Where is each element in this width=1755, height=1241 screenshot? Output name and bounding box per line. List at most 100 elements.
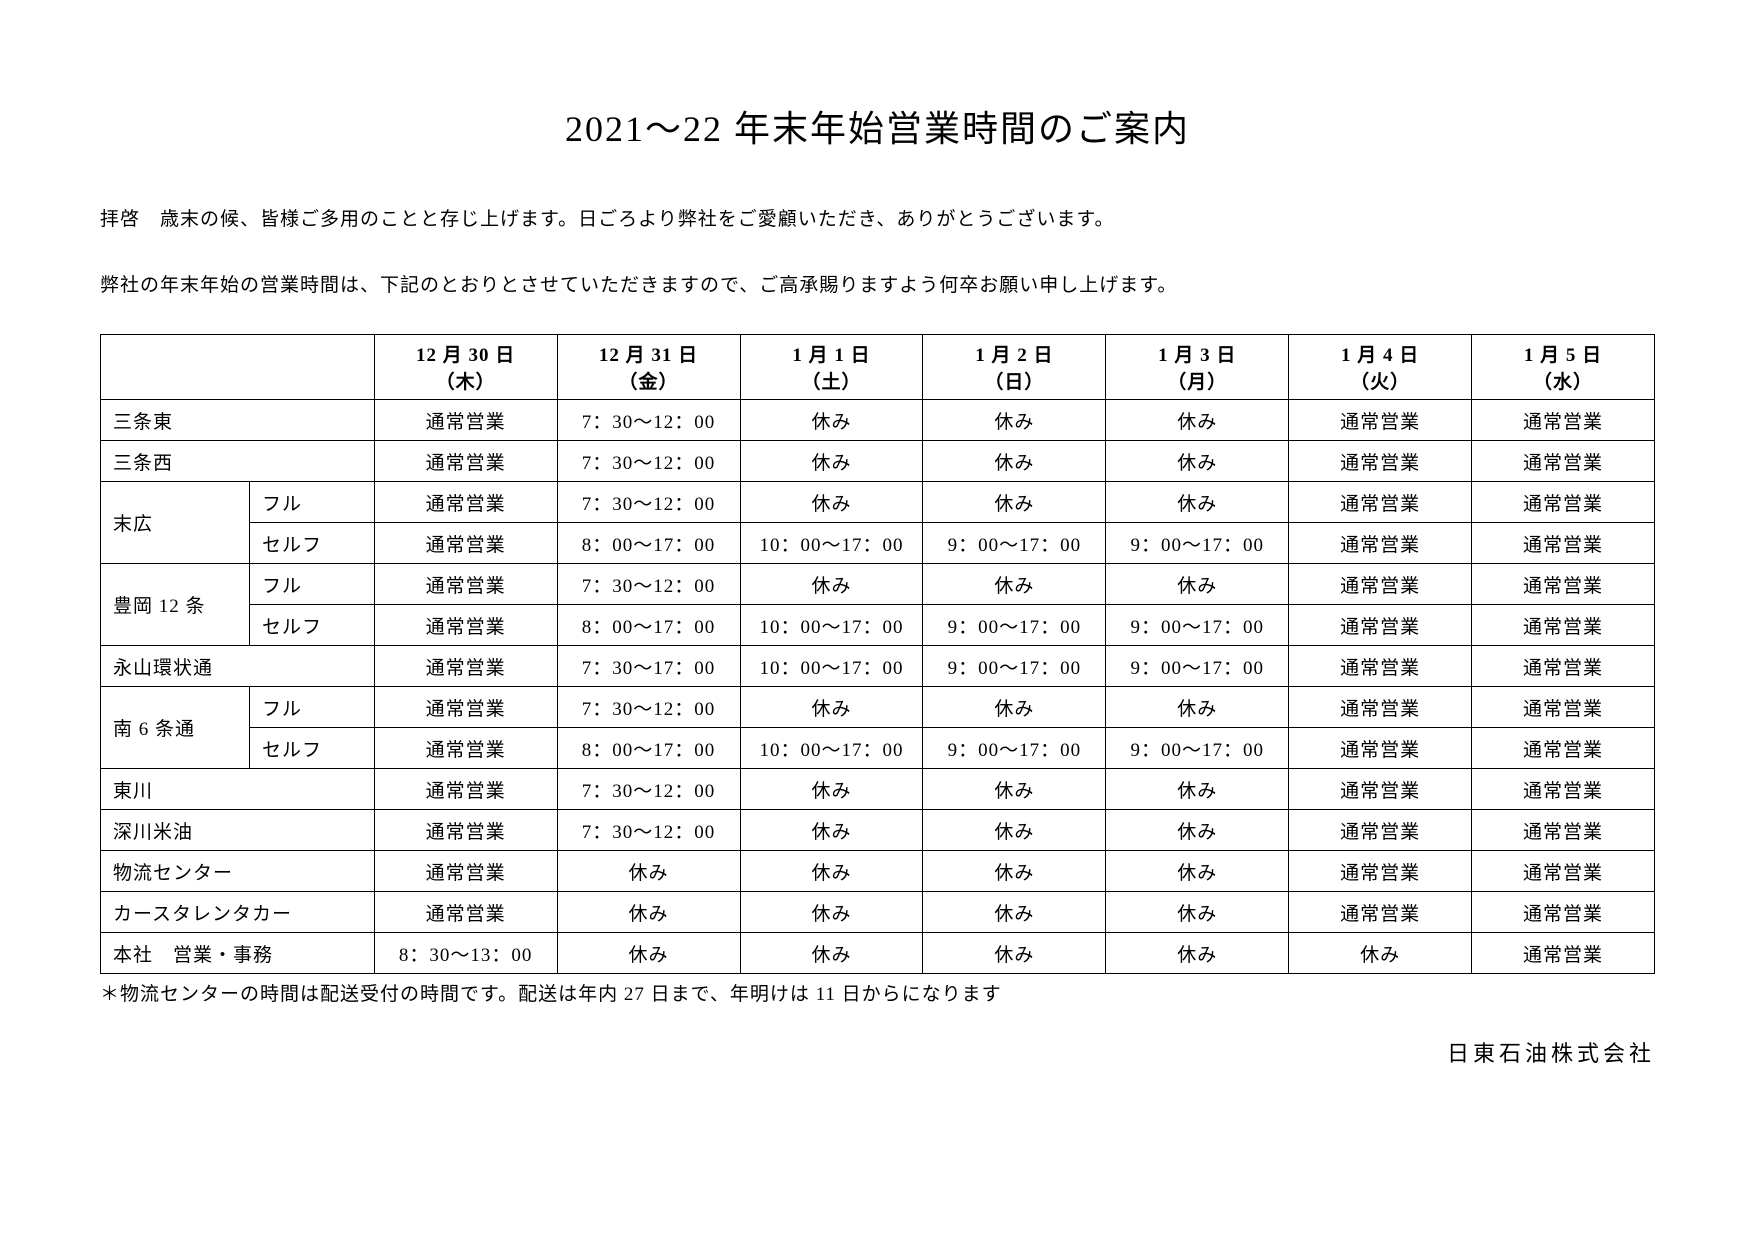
schedule-cell: 8：00～17：00 xyxy=(557,523,740,564)
schedule-cell: 休み xyxy=(557,933,740,974)
location-cell: カースタレンタカー xyxy=(101,892,375,933)
schedule-cell: 通常営業 xyxy=(1289,687,1472,728)
schedule-cell: 休み xyxy=(740,482,923,523)
schedule-cell: 休み xyxy=(1106,564,1289,605)
header-jan2: 1 月 2 日 （日） xyxy=(923,335,1106,400)
intro-paragraph-2: 弊社の年末年始の営業時間は、下記のとおりとさせていただきますので、ご高承賜ります… xyxy=(100,268,1655,304)
schedule-cell: 通常営業 xyxy=(374,769,557,810)
schedule-cell: 休み xyxy=(1106,851,1289,892)
schedule-cell: 通常営業 xyxy=(1472,400,1655,441)
schedule-cell: 8：00～17：00 xyxy=(557,728,740,769)
schedule-cell: 休み xyxy=(1106,892,1289,933)
schedule-cell: 通常営業 xyxy=(374,646,557,687)
location-cell: 物流センター xyxy=(101,851,375,892)
header-dec30: 12 月 30 日 （木） xyxy=(374,335,557,400)
schedule-cell: 8：30～13：00 xyxy=(374,933,557,974)
schedule-cell: 7：30～12：00 xyxy=(557,482,740,523)
schedule-cell: 10：00～17：00 xyxy=(740,523,923,564)
header-date-label: 1 月 4 日 xyxy=(1299,340,1461,367)
table-row: セルフ 通常営業 8：00～17：00 10：00～17：00 9：00～17：… xyxy=(101,605,1655,646)
header-wday-label: （木） xyxy=(385,367,547,394)
schedule-cell: 通常営業 xyxy=(374,482,557,523)
schedule-cell: 7：30～12：00 xyxy=(557,810,740,851)
table-row: セルフ 通常営業 8：00～17：00 10：00～17：00 9：00～17：… xyxy=(101,523,1655,564)
schedule-cell: 休み xyxy=(740,441,923,482)
header-jan3: 1 月 3 日 （月） xyxy=(1106,335,1289,400)
schedule-cell: 休み xyxy=(1106,482,1289,523)
header-wday-label: （日） xyxy=(933,367,1095,394)
schedule-cell: 休み xyxy=(740,933,923,974)
schedule-cell: 休み xyxy=(740,851,923,892)
schedule-cell: 休み xyxy=(1289,933,1472,974)
schedule-cell: 通常営業 xyxy=(1289,441,1472,482)
schedule-cell: 通常営業 xyxy=(1472,646,1655,687)
header-jan4: 1 月 4 日 （火） xyxy=(1289,335,1472,400)
schedule-cell: 9：00～17：00 xyxy=(1106,523,1289,564)
schedule-cell: 休み xyxy=(557,851,740,892)
page-title: 2021～22 年末年始営業時間のご案内 xyxy=(100,100,1655,152)
schedule-cell: 休み xyxy=(923,933,1106,974)
location-cell: 東川 xyxy=(101,769,375,810)
schedule-cell: 休み xyxy=(923,687,1106,728)
schedule-cell: 休み xyxy=(740,810,923,851)
schedule-cell: 通常営業 xyxy=(374,851,557,892)
schedule-cell: 休み xyxy=(1106,687,1289,728)
header-wday-label: （水） xyxy=(1482,367,1644,394)
schedule-cell: 通常営業 xyxy=(1472,892,1655,933)
table-row: 深川米油 通常営業 7：30～12：00 休み 休み 休み 通常営業 通常営業 xyxy=(101,810,1655,851)
schedule-cell: 9：00～17：00 xyxy=(1106,728,1289,769)
schedule-cell: 休み xyxy=(740,687,923,728)
location-cell: 本社 営業・事務 xyxy=(101,933,375,974)
schedule-cell: 通常営業 xyxy=(1472,769,1655,810)
header-date-label: 1 月 2 日 xyxy=(933,340,1095,367)
header-jan1: 1 月 1 日 （土） xyxy=(740,335,923,400)
location-cell: 南 6 条通 xyxy=(101,687,250,769)
schedule-cell: 通常営業 xyxy=(1472,605,1655,646)
schedule-cell: 休み xyxy=(923,892,1106,933)
sublocation-cell: フル xyxy=(249,482,374,523)
schedule-cell: 通常営業 xyxy=(1289,646,1472,687)
footnote: ＊物流センターの時間は配送受付の時間です。配送は年内 27 日まで、年明けは 1… xyxy=(100,979,1655,1006)
schedule-cell: 休み xyxy=(923,564,1106,605)
schedule-cell: 休み xyxy=(923,482,1106,523)
schedule-cell: 通常営業 xyxy=(1289,523,1472,564)
header-wday-label: （土） xyxy=(751,367,913,394)
location-cell: 末広 xyxy=(101,482,250,564)
schedule-cell: 7：30～12：00 xyxy=(557,769,740,810)
schedule-cell: 通常営業 xyxy=(374,523,557,564)
schedule-cell: 9：00～17：00 xyxy=(923,523,1106,564)
header-date-label: 1 月 3 日 xyxy=(1116,340,1278,367)
schedule-cell: 休み xyxy=(1106,810,1289,851)
schedule-cell: 通常営業 xyxy=(1472,523,1655,564)
header-date-label: 1 月 1 日 xyxy=(751,340,913,367)
schedule-cell: 通常営業 xyxy=(1472,482,1655,523)
schedule-cell: 通常営業 xyxy=(1289,605,1472,646)
schedule-cell: 9：00～17：00 xyxy=(1106,646,1289,687)
location-cell: 三条東 xyxy=(101,400,375,441)
schedule-cell: 通常営業 xyxy=(1289,851,1472,892)
schedule-cell: 通常営業 xyxy=(1289,892,1472,933)
location-cell: 深川米油 xyxy=(101,810,375,851)
header-wday-label: （火） xyxy=(1299,367,1461,394)
schedule-cell: 通常営業 xyxy=(374,892,557,933)
table-row: 末広 フル 通常営業 7：30～12：00 休み 休み 休み 通常営業 通常営業 xyxy=(101,482,1655,523)
schedule-cell: 休み xyxy=(740,892,923,933)
schedule-cell: 通常営業 xyxy=(374,728,557,769)
schedule-table: 12 月 30 日 （木） 12 月 31 日 （金） 1 月 1 日 （土） … xyxy=(100,334,1655,974)
table-row: 南 6 条通 フル 通常営業 7：30～12：00 休み 休み 休み 通常営業 … xyxy=(101,687,1655,728)
table-row: 三条西 通常営業 7：30～12：00 休み 休み 休み 通常営業 通常営業 xyxy=(101,441,1655,482)
schedule-cell: 通常営業 xyxy=(374,687,557,728)
table-row: 豊岡 12 条 フル 通常営業 7：30～12：00 休み 休み 休み 通常営業… xyxy=(101,564,1655,605)
schedule-cell: 9：00～17：00 xyxy=(923,646,1106,687)
header-wday-label: （月） xyxy=(1116,367,1278,394)
sublocation-cell: セルフ xyxy=(249,728,374,769)
schedule-cell: 10：00～17：00 xyxy=(740,646,923,687)
schedule-cell: 通常営業 xyxy=(374,400,557,441)
sublocation-cell: フル xyxy=(249,687,374,728)
header-date-label: 12 月 31 日 xyxy=(568,340,730,367)
schedule-cell: 休み xyxy=(1106,769,1289,810)
header-date-label: 12 月 30 日 xyxy=(385,340,547,367)
schedule-cell: 通常営業 xyxy=(1472,810,1655,851)
header-dec31: 12 月 31 日 （金） xyxy=(557,335,740,400)
schedule-cell: 9：00～17：00 xyxy=(923,728,1106,769)
